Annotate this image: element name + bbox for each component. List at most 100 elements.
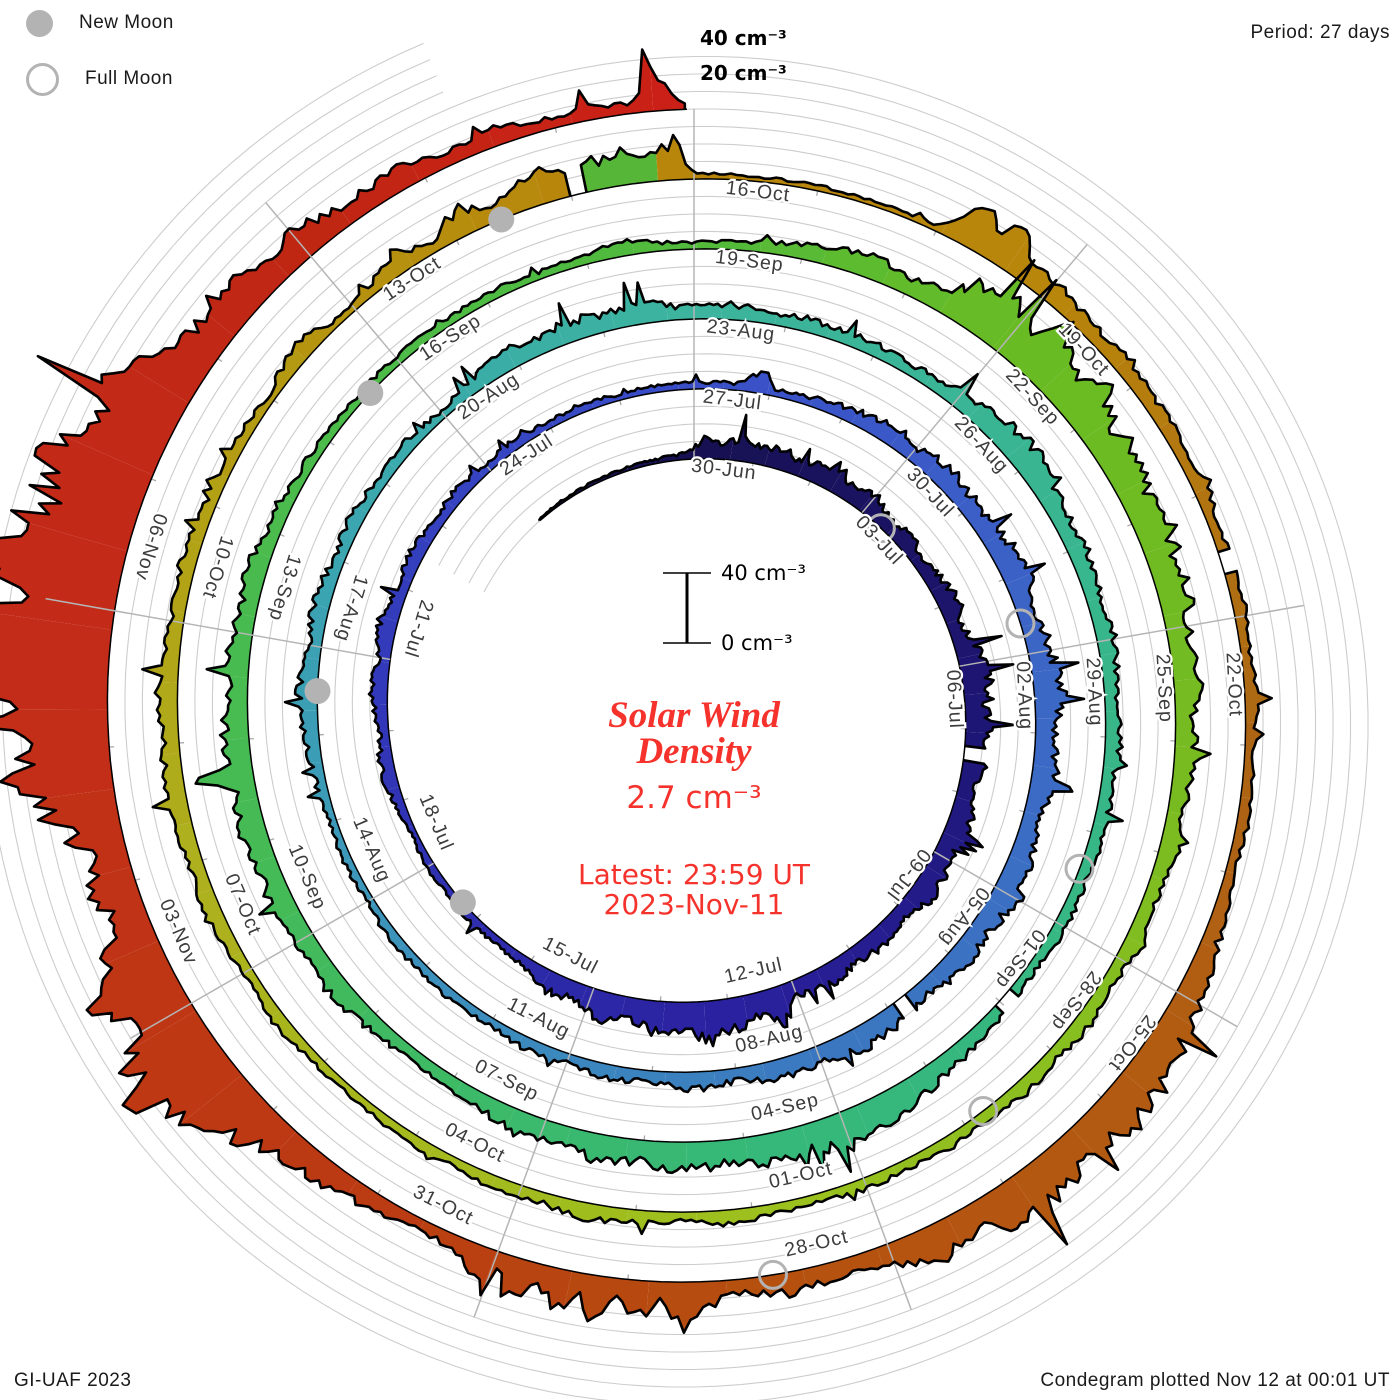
- density-fill: [613, 1066, 666, 1086]
- density-fill: [955, 760, 987, 802]
- density-fill: [0, 709, 114, 798]
- density-fill: [1031, 669, 1084, 719]
- density-fill: [1166, 942, 1220, 1027]
- density-fill: [983, 531, 1045, 585]
- density-fill: [730, 415, 770, 466]
- scale-bar-max-label: 40 cm⁻³: [721, 561, 806, 585]
- density-fill: [1167, 746, 1211, 815]
- density-fill: [695, 435, 734, 460]
- grid-spiral: [1, 59, 1352, 1388]
- density-fill: [426, 861, 457, 900]
- density-fill: [924, 374, 983, 419]
- density-fill: [1066, 541, 1102, 602]
- density-fill: [387, 422, 432, 470]
- density-fill: [580, 147, 658, 193]
- scale-bar-min-label: 0 cm⁻³: [721, 631, 793, 655]
- density-fill: [369, 661, 390, 705]
- density-fill: [1009, 811, 1040, 867]
- credit-label: GI-UAF 2023: [14, 1370, 132, 1391]
- density-fill: [278, 1131, 358, 1194]
- full-moon-label: Full Moon: [85, 68, 173, 89]
- density-fill: [401, 536, 431, 582]
- density-fill: [318, 1062, 378, 1114]
- full-moon-marker: [865, 513, 896, 544]
- density-fill: [1039, 490, 1086, 550]
- density-fill: [1082, 416, 1148, 495]
- plotted-timestamp: Condegram plotted Nov 12 at 00:01 UT: [1040, 1370, 1390, 1391]
- density-fill: [1159, 421, 1211, 494]
- density-fill: [1071, 1072, 1153, 1170]
- density-fill: [1117, 481, 1177, 554]
- density-fill: [822, 247, 890, 284]
- density-fill: [380, 577, 412, 622]
- density-fill: [830, 469, 872, 511]
- density-fill: [512, 420, 554, 450]
- density-fill: [233, 798, 275, 863]
- density-fill: [348, 1180, 425, 1230]
- density-fill: [563, 1271, 649, 1322]
- moon-legend: New Moon Full Moon: [26, 6, 174, 118]
- density-fill: [403, 312, 459, 357]
- density-fill: [270, 1010, 326, 1070]
- density-fill: [632, 240, 697, 255]
- density-fill: [196, 888, 243, 959]
- date-label: 21-Jul: [400, 597, 438, 660]
- density-fill: [1005, 573, 1042, 628]
- density-fill: [714, 1063, 766, 1088]
- outer-axis-20-label: 20 cm⁻³: [700, 61, 787, 85]
- density-fill: [905, 972, 943, 1011]
- density-fill: [556, 303, 615, 346]
- date-label: 17-Aug: [331, 572, 372, 644]
- density-fill: [767, 379, 814, 407]
- full-moon-marker: [968, 1096, 999, 1127]
- density-fill: [1122, 1009, 1217, 1093]
- density-fill: [185, 474, 229, 545]
- density-fill: [621, 996, 665, 1036]
- density-fill: [0, 523, 128, 630]
- date-label: 01-Oct: [767, 1157, 835, 1193]
- density-fill: [312, 554, 346, 609]
- density-fill: [1040, 363, 1117, 441]
- density-fill: [558, 1197, 629, 1223]
- density-fill: [206, 259, 289, 337]
- density-fill: [988, 855, 1033, 911]
- density-fill: [1005, 1046, 1062, 1102]
- density-fill: [686, 1137, 748, 1172]
- density-fill: [129, 314, 235, 404]
- density-fill: [426, 1146, 497, 1188]
- density-fill: [882, 267, 952, 313]
- density-fill: [591, 389, 636, 409]
- density-fill: [851, 410, 901, 447]
- density-fill: [1194, 488, 1230, 553]
- density-fill: [1052, 876, 1085, 934]
- density-fill: [255, 495, 295, 558]
- new-moon-label: New Moon: [79, 12, 174, 33]
- density-fill: [646, 1280, 728, 1333]
- density-fill: [327, 811, 352, 863]
- density-fill: [284, 442, 326, 502]
- density-fill: [852, 1003, 904, 1051]
- density-fill: [1086, 597, 1119, 656]
- density-fill: [1240, 646, 1272, 723]
- date-label: 02-Aug: [1012, 661, 1038, 731]
- density-fill: [404, 203, 477, 266]
- latest-time: Latest: 23:59 UT 2023-Nov-11: [577, 858, 811, 921]
- density-fill: [506, 323, 564, 368]
- density-fill: [230, 951, 280, 1017]
- spoke-line: [130, 862, 434, 1039]
- density-fill: [272, 208, 351, 277]
- density-fill: [534, 167, 571, 204]
- density-fill: [434, 979, 481, 1016]
- density-fill: [759, 235, 827, 264]
- new-moon-marker: [304, 678, 331, 705]
- density-fill: [1224, 571, 1251, 648]
- density-fill: [369, 903, 406, 951]
- density-fill: [491, 1176, 562, 1210]
- density-fill: [220, 676, 249, 740]
- density-fill: [745, 1125, 810, 1168]
- density-fill: [519, 1035, 570, 1066]
- legend-full-moon: Full Moon: [26, 62, 174, 96]
- density-fill: [468, 171, 544, 231]
- density-fill: [479, 924, 516, 958]
